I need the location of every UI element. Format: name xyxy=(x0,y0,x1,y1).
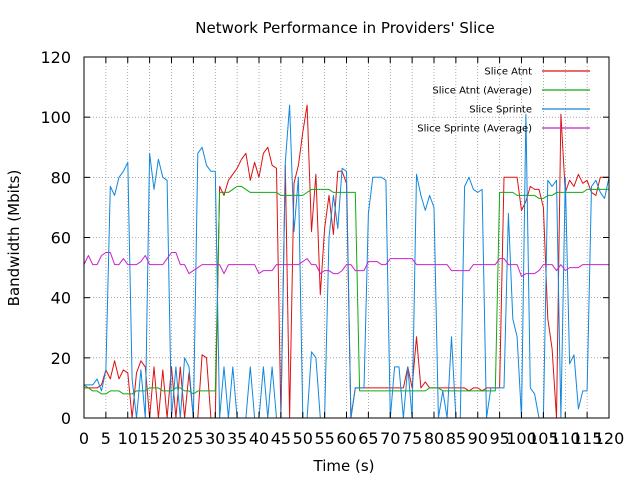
grid xyxy=(84,57,609,418)
x-tick-label: 45 xyxy=(271,429,291,448)
y-tick-label: 0 xyxy=(61,409,71,428)
x-tick-label: 25 xyxy=(183,429,203,448)
x-tick-label: 60 xyxy=(336,429,356,448)
x-tick-label: 50 xyxy=(293,429,313,448)
y-tick-label: 20 xyxy=(51,349,71,368)
x-tick-label: 100 xyxy=(506,429,537,448)
chart-title: Network Performance in Providers' Slice xyxy=(195,19,494,37)
x-tick-label: 110 xyxy=(550,429,581,448)
y-tick-label: 60 xyxy=(51,229,71,248)
y-tick-label: 80 xyxy=(51,168,71,187)
x-tick-label: 5 xyxy=(101,429,111,448)
x-tick-label: 85 xyxy=(446,429,466,448)
x-tick-label: 15 xyxy=(139,429,159,448)
x-tick-label: 95 xyxy=(489,429,509,448)
x-tick-label: 20 xyxy=(161,429,181,448)
x-tick-label: 0 xyxy=(79,429,89,448)
y-axis-label: Bandwidth (Mbits) xyxy=(5,170,23,307)
x-tick-label: 10 xyxy=(118,429,138,448)
x-tick-label: 55 xyxy=(314,429,334,448)
x-tick-label: 70 xyxy=(380,429,400,448)
legend: Slice Atnt Slice Atnt (Average) Slice Spri… xyxy=(417,67,590,135)
y-tick-label: 40 xyxy=(51,289,71,308)
axis-ticks: 0 5 10 15 20 25 30 35 40 45 50 55 60 65 70 75 80 85 90 9510… xyxy=(40,48,624,448)
x-tick-label: 35 xyxy=(227,429,247,448)
series-line-4 xyxy=(83,252,609,278)
legend-label: Slice Sprinte xyxy=(469,105,532,116)
y-tick-label: 120 xyxy=(40,48,71,67)
legend-label: Slice Atnt xyxy=(484,67,532,78)
x-tick-label: 65 xyxy=(358,429,378,448)
x-tick-label: 105 xyxy=(528,429,559,448)
legend-label: Slice Atnt (Average) xyxy=(432,86,532,97)
x-tick-label: 115 xyxy=(572,429,603,448)
y-tick-label: 100 xyxy=(40,108,71,127)
legend-label: Slice Sprinte (Average) xyxy=(417,124,532,135)
x-tick-label: 75 xyxy=(402,429,422,448)
x-axis-label: Time (s) xyxy=(313,457,375,475)
x-tick-label: 40 xyxy=(249,429,269,448)
x-tick-label: 80 xyxy=(424,429,444,448)
x-tick-label: 30 xyxy=(205,429,225,448)
x-tick-label: 90 xyxy=(468,429,488,448)
x-tick-label: 120 xyxy=(594,429,625,448)
